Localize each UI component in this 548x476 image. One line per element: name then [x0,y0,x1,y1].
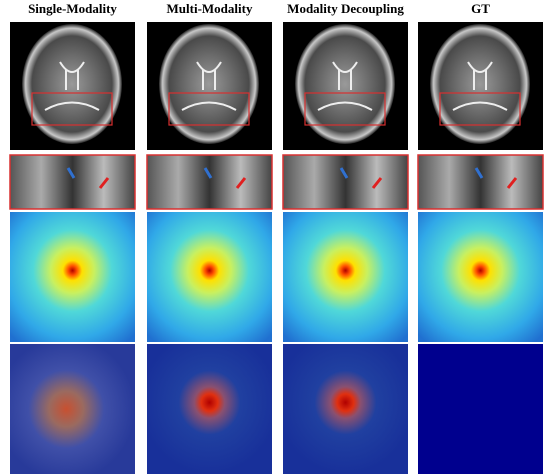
column-header: Single-Modality [28,1,117,16]
figure: Single-Modality Multi-Modality Modality De… [0,0,548,476]
column-header: GT [471,1,490,16]
error-map [10,344,135,474]
mri-brain [295,24,395,144]
error-map [147,344,272,474]
mri-brain [22,24,122,144]
zoom-panel [147,155,272,209]
column-header: Multi-Modality [167,1,253,16]
mri-brain [430,24,530,144]
panels: Single-Modality Multi-Modality Modality De… [10,1,543,474]
spectrum-map [10,212,135,342]
spectrum-map [418,212,543,342]
zoom-panel [10,155,135,209]
error-map [418,344,543,474]
spectrum-map [147,212,272,342]
column-header: Modality Decoupling [287,1,404,16]
zoom-panel [283,155,408,209]
mri-brain [159,24,259,144]
error-map [283,344,408,474]
zoom-panel [418,155,543,209]
spectrum-map [283,212,408,342]
